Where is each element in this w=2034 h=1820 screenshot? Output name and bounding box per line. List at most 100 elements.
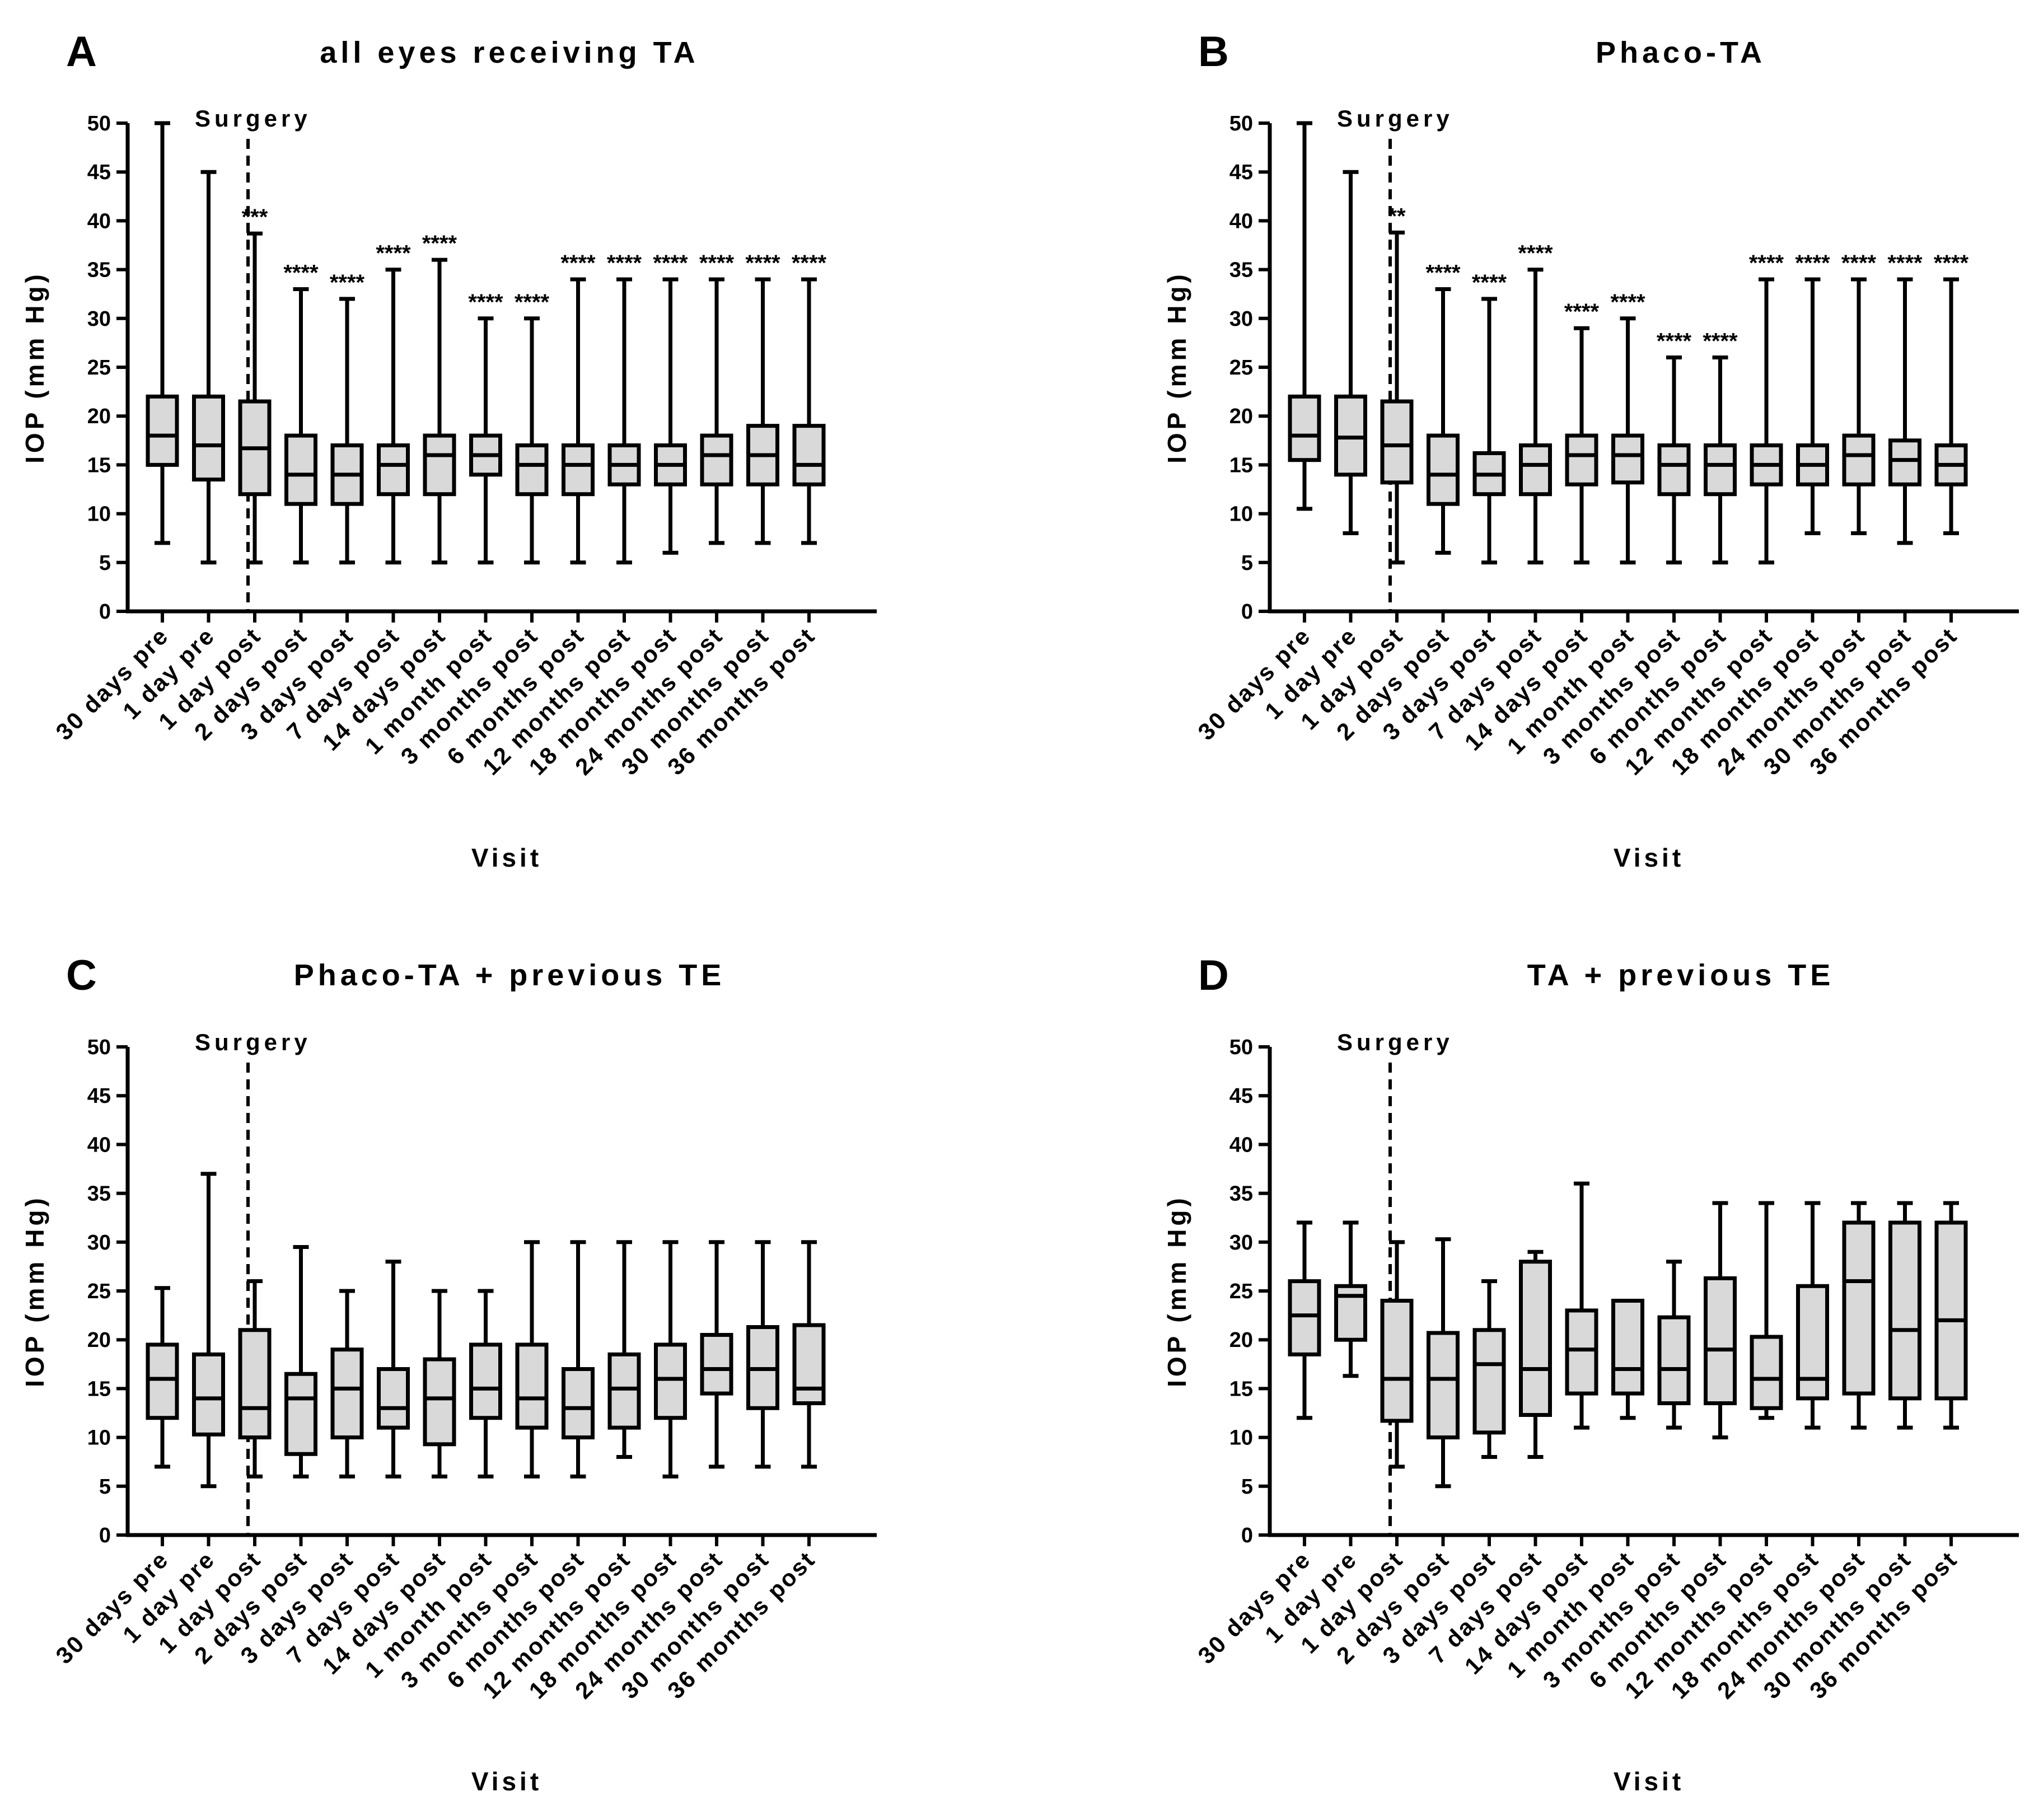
iqr-box [1888,1220,1921,1401]
iqr-box [1704,1276,1737,1406]
iqr-box [192,394,225,482]
iqr-box [284,433,317,506]
significance-label: **** [1472,270,1507,295]
significance-label: **** [607,251,642,275]
surgery-label: Surgery [195,1029,311,1055]
iqr-box [1519,443,1552,497]
y-tick-label: 15 [1229,453,1253,477]
significance-label: ** [1388,204,1406,228]
panel-letter: D [1198,952,1229,999]
iqr-box [1842,1220,1876,1396]
significance-label: **** [1703,329,1738,354]
surgery-label: Surgery [195,105,311,132]
y-tick-label: 15 [1229,1377,1253,1401]
iqr-box [1611,433,1644,485]
iqr-box [1519,1260,1552,1417]
surgery-label: Surgery [1337,105,1453,132]
iqr-box [792,424,826,486]
iqr-box [284,1372,317,1456]
y-tick-label: 30 [87,307,111,331]
significance-label: **** [515,290,550,315]
iqr-box [1934,1220,1968,1401]
y-tick-label: 20 [87,405,111,428]
iqr-box [654,1342,687,1420]
y-tick-label: 5 [99,1475,111,1499]
iqr-box [146,1342,179,1420]
significance-label: **** [745,251,780,275]
significance-label: **** [1518,241,1553,266]
y-tick-label: 25 [87,356,111,380]
y-tick-label: 35 [87,259,111,282]
y-tick-label: 20 [1229,405,1253,428]
chart-title: TA + previous TE [1527,958,1835,992]
y-axis-title: IOP (mm Hg) [1162,1195,1191,1387]
iqr-box [700,433,733,486]
significance-label: **** [1934,251,1969,275]
iqr-box [469,1342,502,1420]
y-tick-label: 45 [1229,1084,1253,1108]
panel-letter: A [66,28,97,76]
chart-title: Phaco-TA + previous TE [294,958,726,992]
significance-label: *** [242,205,268,230]
y-tick-label: 25 [1229,1280,1253,1303]
iqr-box [1288,1279,1321,1356]
significance-label: **** [653,251,688,275]
significance-label: **** [1887,251,1923,275]
significance-label: **** [1749,251,1784,275]
panel-letter: C [66,952,97,999]
x-axis-title: Visit [1614,843,1684,872]
x-axis-title: Visit [1614,1767,1684,1796]
y-tick-label: 50 [1229,112,1253,135]
iqr-box [1472,1328,1506,1435]
y-axis-title: IOP (mm Hg) [1162,271,1191,464]
iqr-box [377,1367,410,1430]
y-tick-label: 20 [1229,1328,1253,1352]
iqr-box [515,443,549,497]
significance-label: **** [792,251,827,275]
significance-label: **** [699,251,735,275]
x-axis-title: Visit [471,1767,542,1796]
iqr-box [1842,433,1876,486]
iqr-box [1565,1308,1598,1396]
iqr-box [1427,1331,1460,1440]
y-tick-label: 5 [99,551,111,575]
iqr-box [1888,438,1921,486]
y-tick-label: 25 [1229,356,1253,380]
y-tick-label: 0 [1241,1524,1253,1547]
y-tick-label: 35 [1229,1182,1253,1206]
y-tick-label: 10 [1229,1426,1253,1450]
iqr-box [562,443,595,497]
y-tick-label: 0 [99,1524,111,1547]
x-axis-title: Visit [471,843,542,872]
significance-label: **** [283,260,319,285]
iqr-box [1704,443,1737,497]
surgery-label: Surgery [1337,1029,1453,1055]
y-tick-label: 15 [87,1377,111,1401]
y-tick-label: 10 [1229,503,1253,526]
iqr-box [1611,1298,1644,1396]
y-axis-title: IOP (mm Hg) [20,271,49,464]
y-tick-label: 30 [1229,1231,1253,1255]
iqr-box [1796,1284,1829,1401]
y-tick-label: 45 [87,161,111,184]
significance-label: **** [1841,251,1877,275]
iqr-box [700,1332,733,1396]
y-tick-label: 0 [99,600,111,624]
significance-label: **** [1564,300,1600,324]
y-tick-label: 40 [1229,209,1253,233]
y-tick-label: 15 [87,453,111,477]
significance-label: **** [376,241,411,266]
iqr-box [1750,1335,1783,1410]
significance-label: **** [560,251,596,275]
significance-label: **** [330,270,365,295]
iqr-box [423,1357,456,1447]
y-tick-label: 40 [87,1133,111,1157]
iqr-box [1288,394,1321,462]
y-tick-label: 35 [87,1182,111,1206]
iqr-box [1427,433,1460,506]
chart-title: Phaco-TA [1596,36,1766,69]
significance-label: **** [1795,251,1830,275]
iqr-box [562,1367,595,1440]
significance-label: **** [1425,260,1461,285]
